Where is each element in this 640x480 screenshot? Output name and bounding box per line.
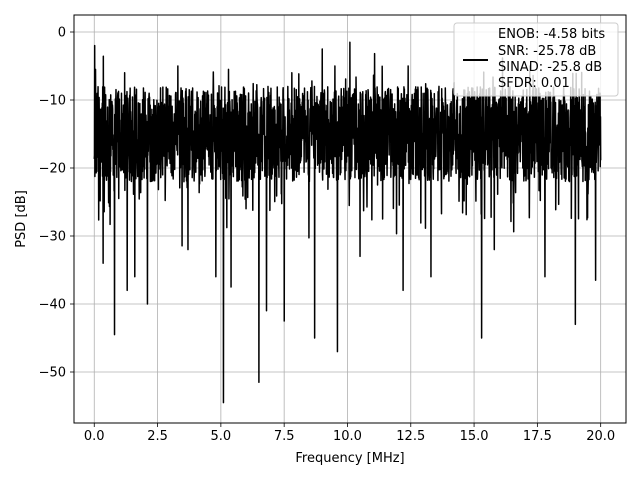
x-tick-label: 5.0 [211,429,232,444]
y-tick-label: −10 [39,94,66,109]
y-tick-label: −20 [39,162,66,177]
x-tick-label: 15.0 [460,429,489,444]
y-axis-label: PSD [dB] [14,190,29,248]
legend-sfdr: SFDR: 0.01 [498,76,570,91]
y-tick-label: 0 [58,26,66,41]
legend-enob: ENOB: -4.58 bits [498,27,605,42]
x-tick-label: 0.0 [84,429,105,444]
psd-trace [93,41,602,404]
x-tick-label: 7.5 [274,429,295,444]
y-axis-ticks: 0 −10 −20 −30 −40 −50 [39,26,74,381]
x-tick-label: 12.5 [396,429,425,444]
x-axis-ticks: 0.0 2.5 5.0 7.5 10.0 12.5 15.0 17.5 20.0 [84,423,615,444]
y-tick-label: −50 [39,366,66,381]
legend-snr: SNR: -25.78 dB [498,44,596,59]
legend-box [453,22,619,97]
x-tick-label: 10.0 [333,429,362,444]
x-tick-label: 17.5 [523,429,552,444]
x-tick-label: 2.5 [147,429,168,444]
psd-series-line [93,41,602,404]
plot-frame [73,14,627,424]
x-axis-label: Frequency [MHz] [295,451,404,466]
legend-sinad: SINAD: -25.8 dB [498,60,602,75]
y-tick-label: −40 [39,298,66,313]
y-tick-label: −30 [39,230,66,245]
legend: ENOB: -4.58 bits SNR: -25.78 dB SINAD: -… [453,22,619,97]
x-tick-label: 20.0 [586,429,615,444]
